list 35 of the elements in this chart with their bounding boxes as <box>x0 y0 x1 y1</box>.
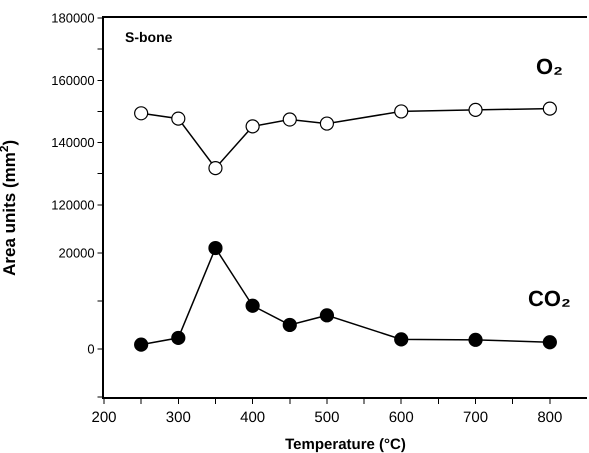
y-tick-label: 180000 <box>51 10 95 26</box>
point <box>320 116 334 131</box>
point <box>468 102 483 117</box>
x-tick-label: 200 <box>91 409 117 426</box>
point <box>468 332 483 347</box>
x-tick-label: 400 <box>240 409 266 426</box>
point <box>320 308 334 322</box>
x-tick-label: 600 <box>388 409 414 426</box>
point <box>246 119 260 134</box>
x-tick-label: 500 <box>314 409 340 426</box>
x-tick-label: 300 <box>166 409 191 426</box>
point <box>394 104 408 119</box>
x-axis-title: Temperature (°C) <box>285 436 406 453</box>
point <box>394 332 408 346</box>
series-label: O₂ <box>536 54 563 79</box>
y-tick-label: 120000 <box>51 197 95 212</box>
point <box>208 161 223 176</box>
series-label: CO₂ <box>528 286 571 311</box>
y-tick-label: 160000 <box>51 72 95 88</box>
x-tick-label: 800 <box>537 409 562 426</box>
point <box>282 318 297 332</box>
point <box>134 106 148 120</box>
point <box>282 112 297 127</box>
point <box>246 298 260 313</box>
x-tick-label: 700 <box>463 409 488 426</box>
annotation: S-bone <box>125 29 173 45</box>
y-tick-label: 20000 <box>58 245 95 260</box>
point <box>134 338 148 352</box>
point <box>208 240 223 256</box>
point <box>171 111 186 126</box>
y-tick-label: 140000 <box>51 135 95 150</box>
point <box>171 330 186 346</box>
point <box>542 102 557 116</box>
point <box>542 335 557 350</box>
y-tick-label: 0 <box>87 342 95 357</box>
